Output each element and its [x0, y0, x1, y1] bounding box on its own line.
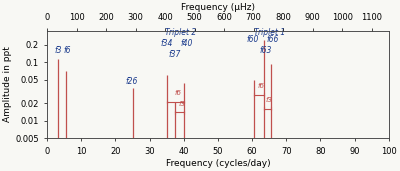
Text: f6: f6: [64, 46, 71, 55]
Text: f40: f40: [180, 39, 193, 48]
Text: Triplet 1: Triplet 1: [254, 28, 285, 37]
Y-axis label: Amplitude in ppt: Amplitude in ppt: [4, 47, 12, 122]
Text: f3: f3: [55, 46, 62, 55]
Text: f66: f66: [266, 35, 279, 44]
Text: f6: f6: [174, 90, 181, 96]
X-axis label: Frequency (cycles/day): Frequency (cycles/day): [166, 159, 270, 168]
Text: f37: f37: [168, 50, 181, 59]
Text: f63: f63: [260, 46, 272, 55]
Text: f26: f26: [126, 77, 138, 86]
Text: f60: f60: [247, 35, 259, 44]
X-axis label: Frequency (μHz): Frequency (μHz): [181, 3, 255, 12]
Text: Triplet 2: Triplet 2: [165, 28, 196, 37]
Text: f3: f3: [179, 101, 186, 107]
Text: f6: f6: [257, 83, 264, 89]
Text: f34: f34: [160, 39, 173, 48]
Text: f3: f3: [266, 97, 273, 103]
